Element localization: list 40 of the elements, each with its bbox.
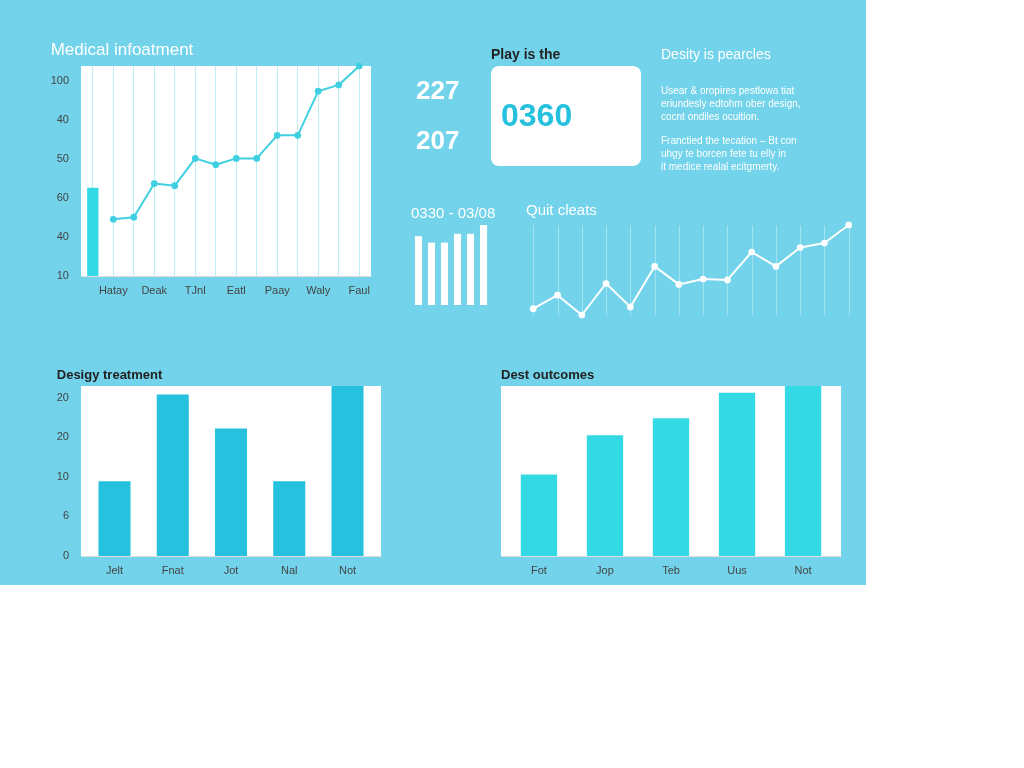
text: Franctied the tecation – Bt con uhgy te borcen fete tu elly in it medice realal ecitgmerty.: [661, 135, 797, 172]
text: 10: [56, 269, 69, 281]
x-tick-label: Fot: [531, 563, 547, 576]
x-tick-label: Paay: [264, 283, 291, 296]
x-tick-label: TJnl: [184, 283, 206, 296]
text: 207: [416, 125, 460, 155]
chart-title: 0330 - 03/08: [411, 204, 496, 221]
x-tick-label: Jot: [223, 563, 239, 576]
text: 40: [56, 229, 69, 242]
text: 20: [56, 390, 69, 403]
text: 6: [62, 509, 69, 522]
text: 100: [50, 73, 69, 86]
text: 50: [56, 151, 69, 164]
text: 0: [62, 549, 69, 561]
x-tick-label: Jop: [596, 563, 614, 576]
x-tick-label: Eatl: [226, 283, 246, 296]
x-tick-label: Teb: [662, 563, 680, 576]
x-tick-label: Uus: [727, 563, 748, 576]
text: Play is the: [491, 46, 561, 62]
text: 10: [56, 469, 69, 482]
text: 0360: [501, 97, 573, 133]
text: 20: [56, 430, 69, 443]
x-tick-label: Hatay: [98, 283, 129, 296]
text: Desity is pearcles: [661, 46, 771, 62]
text: 60: [56, 190, 69, 203]
text: 227: [416, 75, 460, 105]
x-tick-label: Not: [338, 563, 357, 576]
x-tick-label: Not: [794, 563, 812, 576]
text: Usear & oropires pestlowa tiat eriundesly edtohm ober design, cocnt ondiles ocuition.: [661, 85, 801, 122]
chart-title: Dest outcomes: [501, 367, 595, 382]
x-tick-label: Fnat: [161, 563, 184, 576]
x-tick-label: Jelt: [105, 563, 124, 576]
text: 40: [56, 112, 69, 125]
chart-title: Quit cleats: [526, 200, 597, 218]
x-tick-label: Faul: [348, 283, 370, 296]
chart-title: Medical infoatment: [50, 39, 194, 59]
x-tick-label: Nal: [280, 563, 298, 576]
x-tick-label: Waly: [306, 283, 331, 296]
chart-title: Desigy treatment: [56, 367, 163, 382]
x-tick-label: Deak: [141, 283, 168, 296]
